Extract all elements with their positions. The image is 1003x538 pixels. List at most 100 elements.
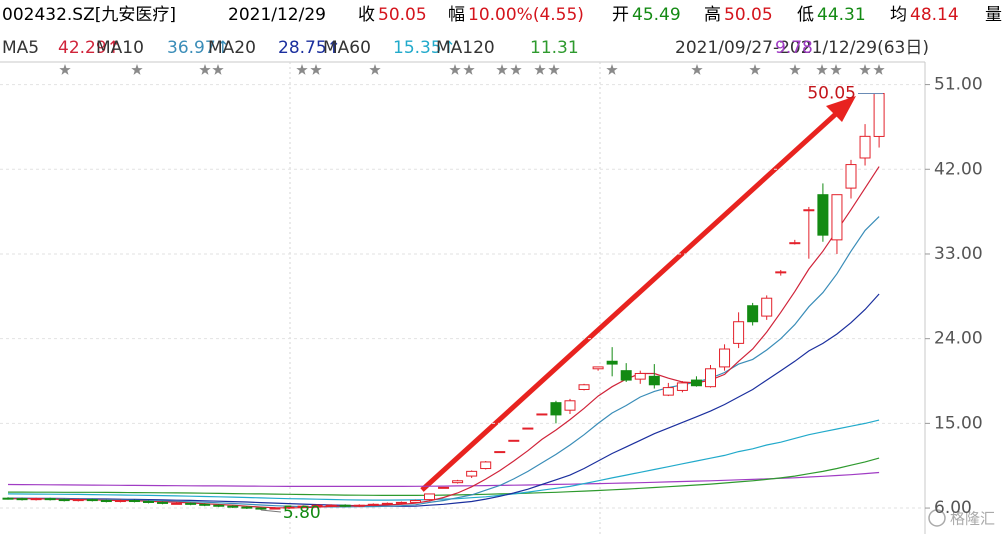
candle-body <box>508 439 520 442</box>
candle-body <box>114 500 126 503</box>
candle-body <box>185 502 197 505</box>
candle-body <box>494 451 506 454</box>
star <box>296 64 308 75</box>
candle-body <box>564 400 576 411</box>
star <box>789 64 801 75</box>
candle-body <box>16 498 28 501</box>
ma-line <box>7 419 880 501</box>
candle-body <box>719 348 731 368</box>
candle-body <box>381 502 393 505</box>
candle-body <box>213 504 225 507</box>
candle-body <box>662 387 674 396</box>
legend-value: 28.75↑ <box>278 38 341 58</box>
field-value: 44.31 <box>817 5 866 25</box>
candle-body <box>199 503 211 506</box>
watermark-logo <box>928 509 946 527</box>
field-label: 开 <box>612 5 629 25</box>
candle-body <box>311 504 323 507</box>
candle-body <box>2 497 14 500</box>
candle-body <box>86 499 98 502</box>
max-label: 50.05 <box>807 84 856 104</box>
candle-body <box>845 164 857 189</box>
candle-body <box>339 504 351 507</box>
legend-label: MA20 <box>208 38 256 58</box>
legend-value: 15.35↑ <box>393 38 456 58</box>
candle-body <box>536 413 548 416</box>
candle-body <box>775 271 787 274</box>
star <box>749 64 761 75</box>
star <box>534 64 546 75</box>
candle-body <box>480 461 492 470</box>
candle-body <box>803 209 815 212</box>
field-value: 50.05 <box>378 5 427 25</box>
ma-line <box>8 457 880 496</box>
star <box>510 64 522 75</box>
candle-body <box>831 194 843 241</box>
y-tick-label: 42.00 <box>934 159 983 179</box>
trend-arrow-head <box>826 96 856 122</box>
legend-label: MA10 <box>96 38 144 58</box>
star <box>59 64 71 75</box>
candle-body <box>817 194 829 236</box>
star <box>873 64 885 75</box>
candle-body <box>409 500 421 503</box>
candle-body <box>325 504 337 507</box>
candle-body <box>705 368 716 388</box>
field-label: 高 <box>704 5 721 25</box>
candle-body <box>466 470 478 477</box>
legend-value: 42.29↑ <box>58 38 121 58</box>
min-pointer <box>260 509 281 513</box>
candle-body <box>452 480 464 484</box>
legend-value: 11.31 <box>530 38 579 58</box>
candle-body <box>283 506 295 509</box>
legend-label: MA120 <box>436 38 495 58</box>
candle-body <box>634 372 646 380</box>
candle-body <box>620 370 632 381</box>
candle-body <box>100 500 112 503</box>
star <box>131 64 143 75</box>
candle-body <box>395 501 407 504</box>
candle-body <box>873 93 885 137</box>
candle-body <box>690 379 702 387</box>
field-value: 48.14 <box>910 5 959 25</box>
field-label: 收 <box>358 5 375 25</box>
candle-body <box>648 375 660 386</box>
candle-body <box>550 402 562 416</box>
ma-line <box>8 216 880 508</box>
field-value: 50.05 <box>724 5 773 25</box>
candle-body <box>255 507 267 510</box>
field-value: 10.00%(4.55) <box>468 5 584 25</box>
candle-body <box>747 305 759 323</box>
star <box>463 64 475 75</box>
symbol: 002432.SZ[九安医疗] <box>2 5 176 25</box>
candle-body <box>424 493 435 501</box>
trend-arrow <box>420 110 840 492</box>
legend-value: 36.97↑ <box>167 38 230 58</box>
candle-body <box>143 500 154 503</box>
date: 2021/12/29 <box>228 5 326 25</box>
star <box>830 64 842 75</box>
candle-body <box>522 427 534 430</box>
star <box>548 64 560 75</box>
candle-body <box>269 507 281 510</box>
candle-body <box>128 500 140 503</box>
ma-line <box>8 293 880 507</box>
candle-body <box>44 498 56 501</box>
candle-body <box>761 297 773 317</box>
candle-body <box>733 321 745 344</box>
candle-body <box>438 486 450 489</box>
min-label: 5.80 <box>283 503 321 523</box>
candle-body <box>227 505 239 508</box>
y-tick-label: 15.00 <box>934 413 983 433</box>
candle-body <box>789 242 801 245</box>
star <box>449 64 461 75</box>
range: 2021/09/27-2021/12/29(63日) <box>675 38 929 58</box>
star <box>859 64 871 75</box>
legend-value: 9.78 <box>775 38 813 58</box>
candle-body <box>30 498 42 501</box>
candle-body <box>241 506 253 509</box>
y-tick-label: 33.00 <box>934 244 983 264</box>
y-tick-label: 51.00 <box>934 75 983 95</box>
candle-body <box>72 499 84 502</box>
